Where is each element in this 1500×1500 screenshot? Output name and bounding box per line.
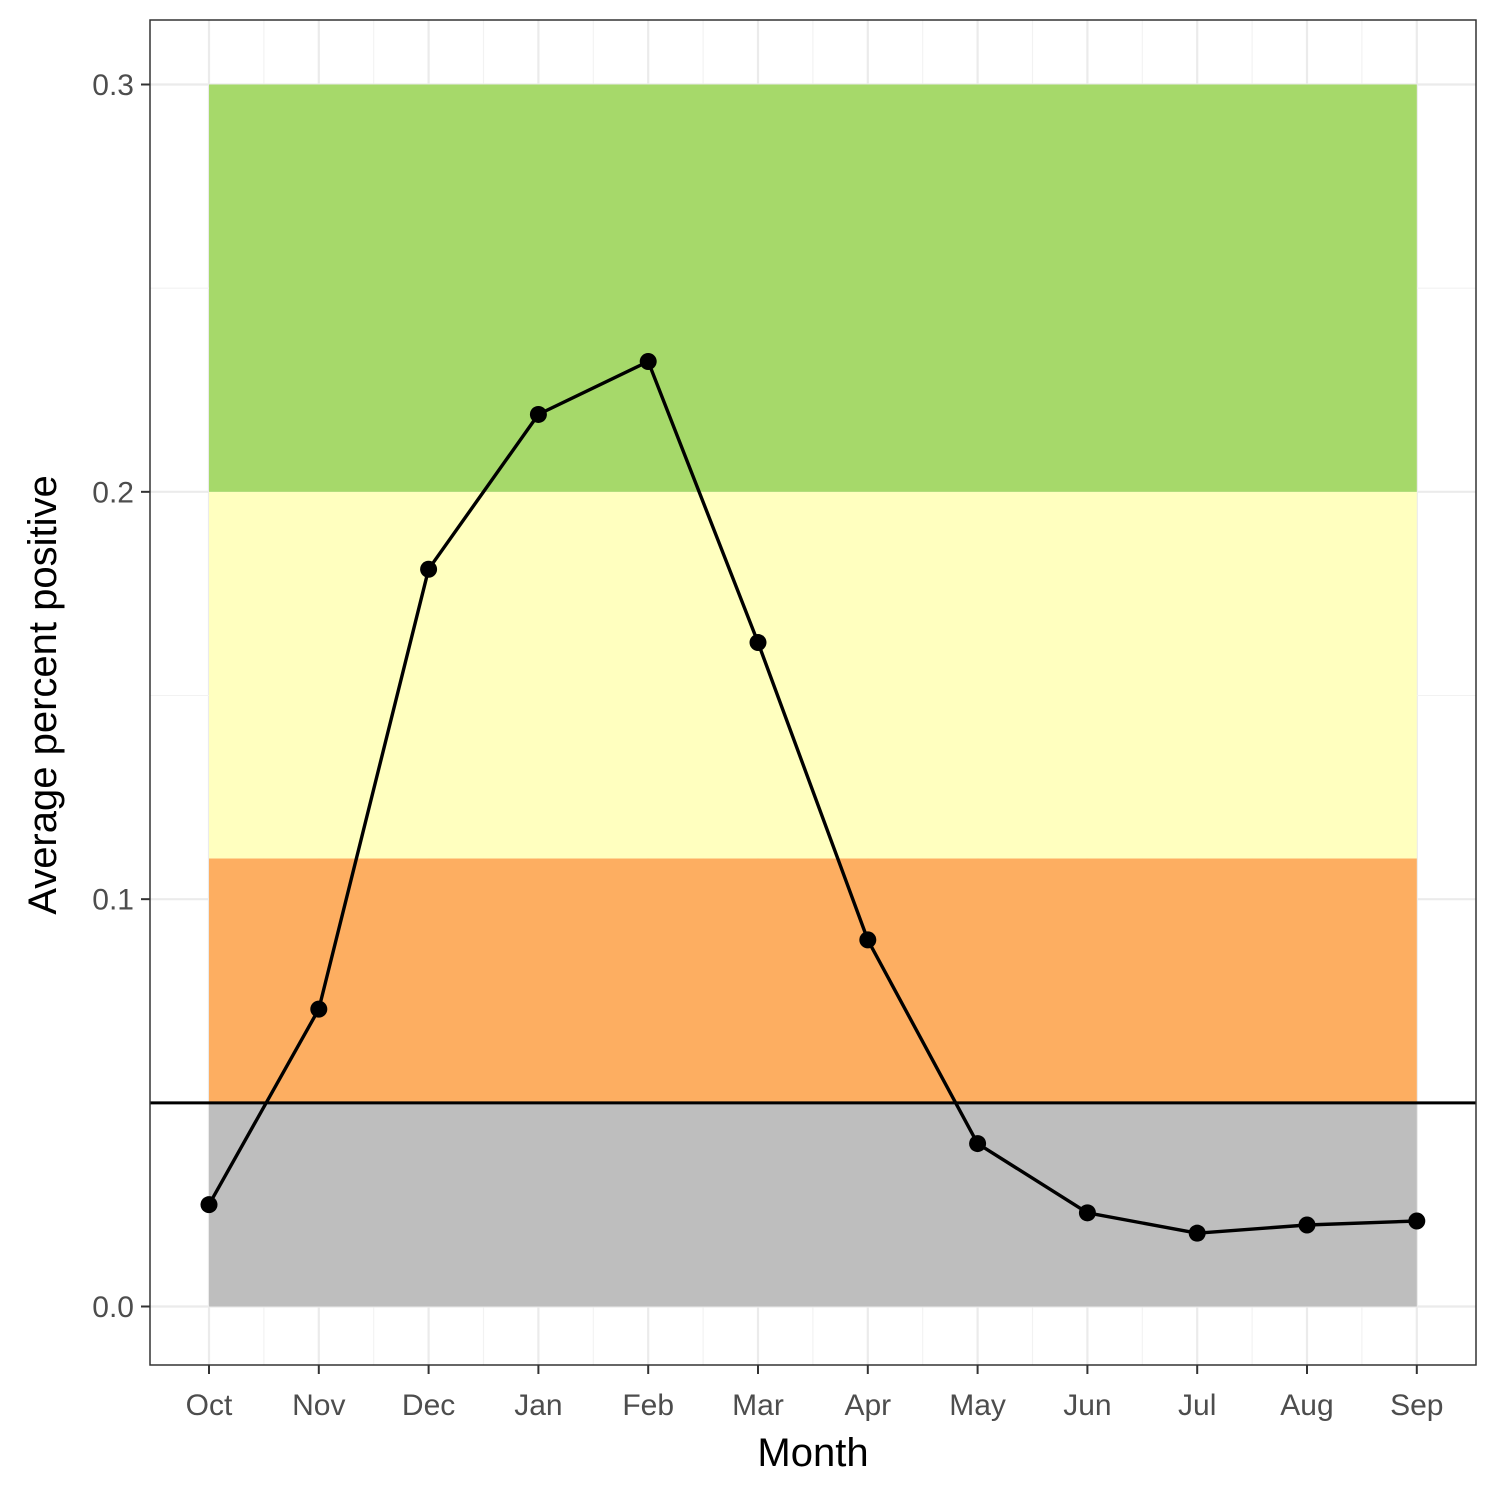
x-tick-label: Feb — [622, 1389, 674, 1422]
data-point — [1188, 1224, 1206, 1242]
data-point — [1408, 1212, 1426, 1230]
y-tick-label: 0.1 — [92, 884, 134, 917]
y-tick-label: 0.0 — [92, 1291, 134, 1324]
data-point — [1298, 1216, 1316, 1234]
data-point — [420, 560, 438, 578]
data-point — [200, 1196, 218, 1214]
threshold-band — [209, 858, 1417, 1103]
threshold-band — [209, 1102, 1417, 1307]
x-tick-label: Dec — [402, 1389, 455, 1422]
data-point — [529, 405, 547, 423]
threshold-band — [209, 84, 1417, 492]
data-point — [969, 1135, 987, 1153]
threshold-band — [209, 491, 1417, 859]
data-point — [749, 634, 767, 652]
y-tick-label: 0.3 — [92, 69, 134, 102]
x-tick-label: Nov — [292, 1389, 345, 1422]
x-tick-label: Mar — [732, 1389, 784, 1422]
x-tick-label: Jul — [1178, 1389, 1216, 1422]
data-point — [1078, 1204, 1096, 1222]
threshold-bands — [209, 84, 1417, 1307]
data-point — [310, 1000, 328, 1018]
series — [200, 352, 1426, 1242]
x-tick-label: Jun — [1063, 1389, 1111, 1422]
x-axis-title: Month — [757, 1431, 868, 1475]
plot-panel-border — [149, 19, 1477, 1366]
y-axis-title: Average percent positive — [21, 475, 65, 915]
x-tick-label: Oct — [186, 1389, 233, 1422]
y-tick-label: 0.2 — [92, 476, 134, 509]
series-line — [207, 359, 1417, 1235]
data-point — [639, 352, 657, 370]
data-point — [859, 931, 877, 949]
x-tick-label: Aug — [1280, 1389, 1333, 1422]
x-tick-label: May — [949, 1389, 1006, 1422]
x-tick-label: Sep — [1390, 1389, 1443, 1422]
x-tick-label: Apr — [844, 1389, 891, 1422]
axes: Oct Nov Dec Jan Feb Mar Apr May Jun Jul Aug Sep 0.0 0… — [92, 69, 1443, 1422]
x-tick-label: Jan — [514, 1389, 562, 1422]
